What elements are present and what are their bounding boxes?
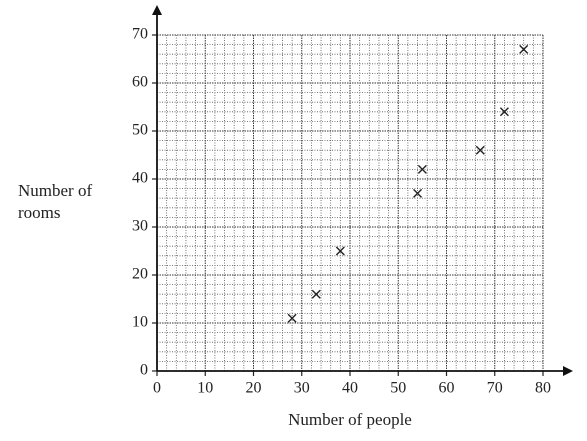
y-tick-label: 20 — [132, 266, 148, 283]
x-axis-label: Number of people — [288, 410, 412, 429]
data-point — [287, 313, 297, 323]
data-point — [335, 246, 345, 256]
y-axis-label: Number of rooms — [18, 181, 93, 222]
x-tick-label: 40 — [342, 380, 358, 397]
data-point — [417, 164, 427, 174]
y-tick-label: 0 — [140, 362, 148, 379]
data-point — [311, 289, 321, 299]
y-tick-label: 50 — [132, 122, 148, 139]
x-axis-arrow — [563, 366, 573, 376]
y-tick-label: 10 — [132, 314, 148, 331]
data-point — [475, 145, 485, 155]
y-tick-label: 30 — [132, 218, 148, 235]
x-tick-label: 50 — [390, 380, 406, 397]
data-point — [499, 107, 509, 117]
y-tick-label: 70 — [132, 26, 148, 43]
data-point — [519, 44, 529, 54]
y-tick-label: 40 — [132, 170, 148, 187]
data-point — [413, 188, 423, 198]
x-tick-label: 20 — [246, 380, 262, 397]
x-tick-label: 10 — [197, 380, 213, 397]
x-tick-label: 0 — [153, 380, 161, 397]
y-axis-arrow — [152, 5, 162, 15]
y-tick-label: 60 — [132, 74, 148, 91]
x-tick-label: 80 — [535, 380, 551, 397]
x-tick-label: 70 — [487, 380, 503, 397]
x-tick-label: 60 — [439, 380, 455, 397]
x-tick-label: 30 — [294, 380, 310, 397]
